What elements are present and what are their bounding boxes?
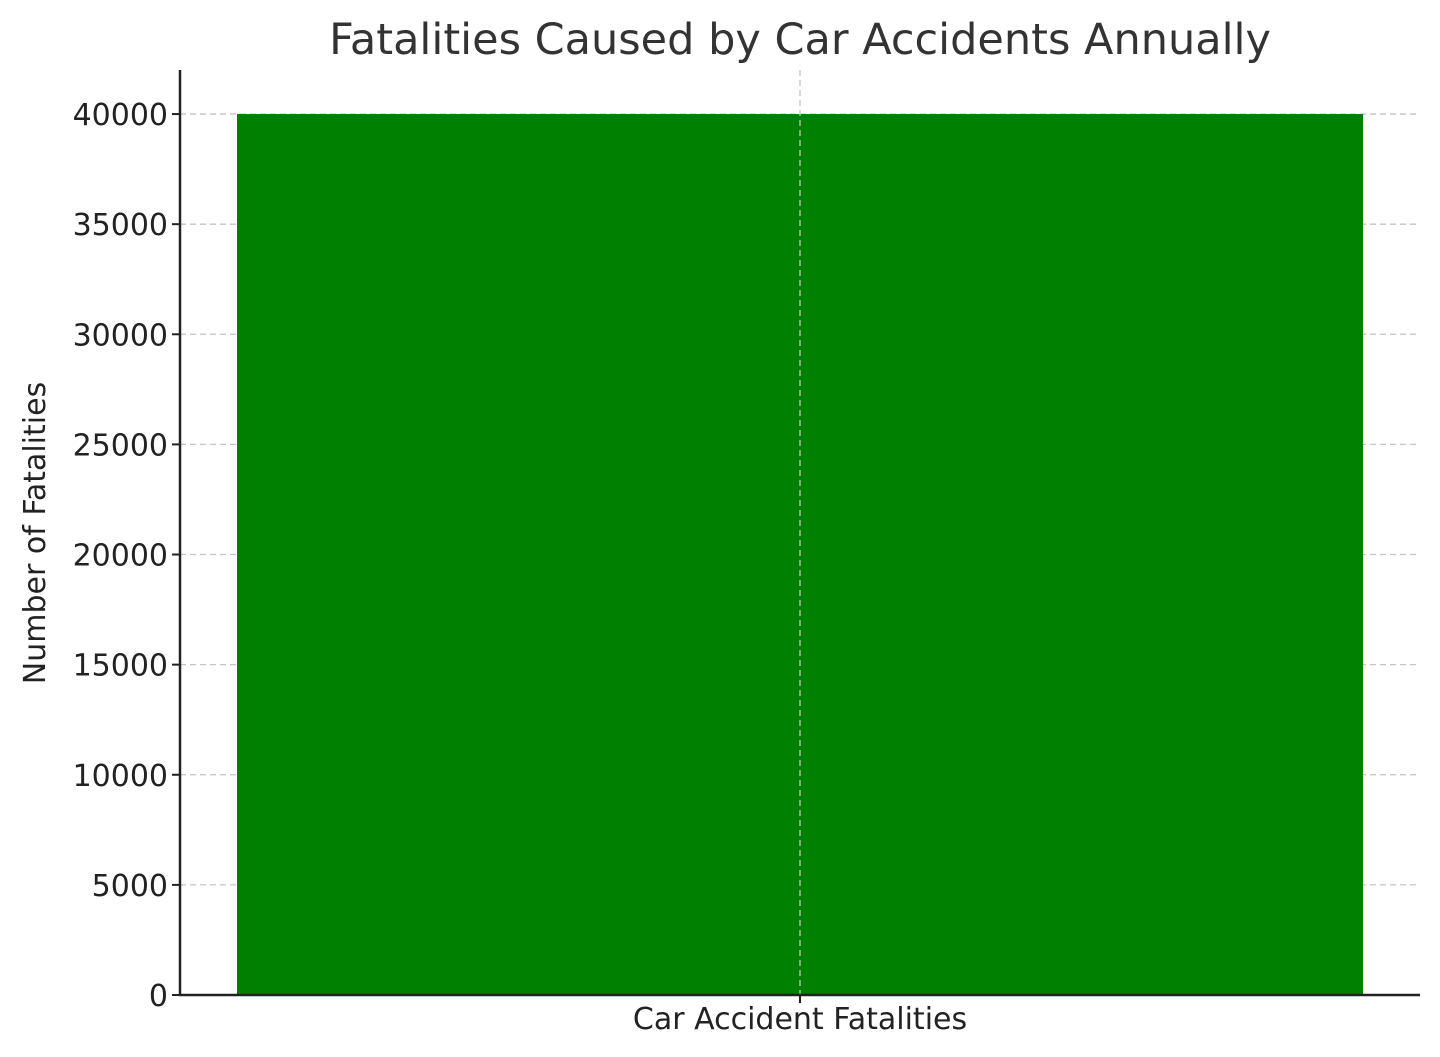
y-tick-label: 25000 [73, 428, 168, 463]
y-tick-label: 40000 [73, 98, 168, 133]
x-tick-label: Car Accident Fatalities [633, 1002, 967, 1037]
y-tick-label: 30000 [73, 318, 168, 353]
y-tick-label: 20000 [73, 539, 168, 574]
y-tick-label: 0 [149, 979, 168, 1014]
y-ticks: 0 5000 10000 15000 20000 25000 30000 35000 40000 [73, 98, 180, 1014]
x-ticks: Car Accident Fatalities [633, 995, 967, 1037]
y-tick-label: 35000 [73, 208, 168, 243]
y-tick-label: 5000 [92, 869, 168, 904]
y-axis-label: Number of Fatalities [18, 382, 53, 684]
chart-title: Fatalities Caused by Car Accidents Annua… [329, 15, 1271, 65]
y-tick-label: 15000 [73, 649, 168, 684]
y-tick-label: 10000 [73, 759, 168, 794]
